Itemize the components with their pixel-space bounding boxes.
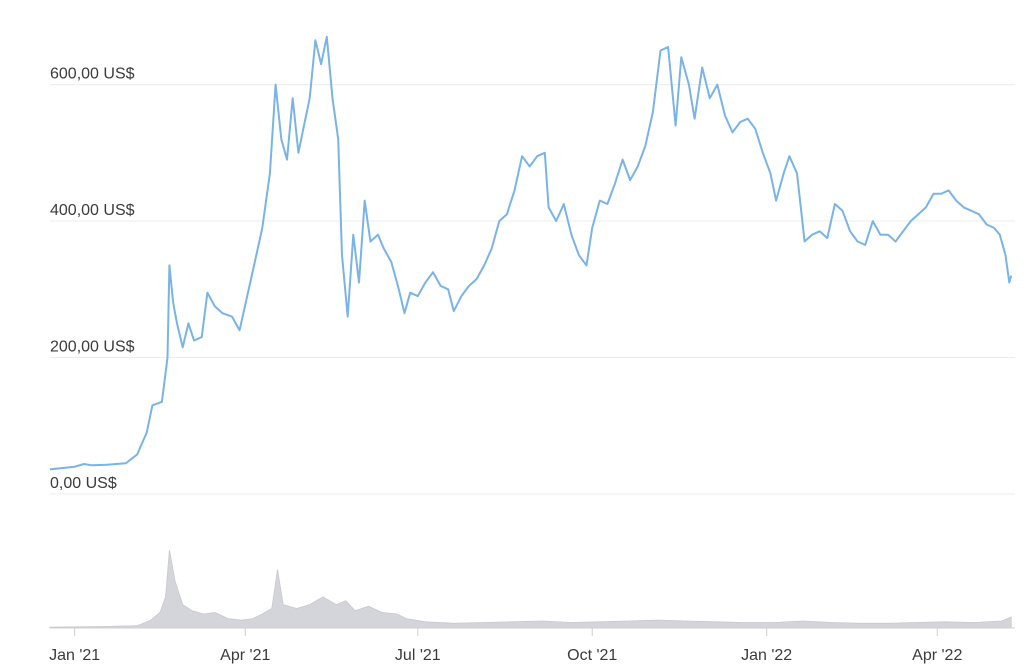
x-tick-label: Jan '21 — [49, 647, 100, 664]
y-tick-label: 400,00 US$ — [50, 202, 135, 219]
volume-bars — [49, 549, 1012, 629]
y-tick-label: 600,00 US$ — [50, 66, 135, 83]
x-tick-label: Apr '21 — [220, 647, 270, 664]
y-axis-labels: 0,00 US$ 200,00 US$ 400,00 US$ 600,00 US$ — [50, 66, 135, 492]
x-axis-labels: Jan '21 Apr '21 Jul '21 Oct '21 Jan '22 Apr '… — [49, 627, 1015, 664]
x-tick-label: Jan '22 — [741, 647, 792, 664]
volume-area — [49, 549, 1012, 629]
y-tick-label: 0,00 US$ — [50, 475, 117, 492]
price-line-group — [49, 35, 1013, 471]
price-line — [49, 35, 1013, 471]
x-tick-label: Apr '22 — [912, 647, 962, 664]
x-tick-label: Oct '21 — [567, 647, 617, 664]
y-tick-label: 200,00 US$ — [50, 339, 135, 356]
grid-lines — [50, 84, 1015, 495]
x-tick-label: Jul '21 — [395, 647, 441, 664]
